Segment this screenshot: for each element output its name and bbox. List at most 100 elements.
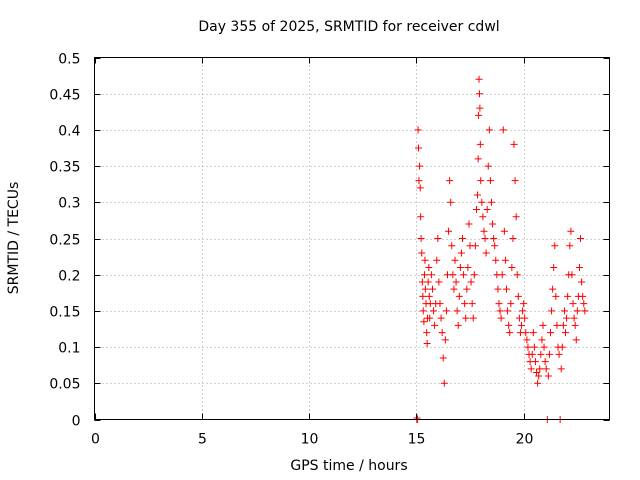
data-point bbox=[435, 278, 443, 286]
data-point bbox=[425, 263, 433, 271]
data-point bbox=[573, 307, 581, 315]
data-point bbox=[456, 263, 464, 271]
data-point bbox=[575, 263, 583, 271]
data-point bbox=[449, 271, 457, 279]
data-point bbox=[577, 235, 585, 242]
data-point bbox=[549, 285, 557, 293]
data-point bbox=[418, 249, 426, 257]
data-point bbox=[419, 292, 427, 300]
data-point bbox=[546, 329, 554, 337]
data-point bbox=[463, 285, 471, 293]
data-point bbox=[430, 307, 438, 315]
data-point bbox=[423, 339, 431, 347]
data-point bbox=[484, 162, 492, 170]
data-point bbox=[438, 329, 446, 337]
data-point bbox=[447, 198, 455, 206]
data-point bbox=[509, 235, 517, 242]
data-point bbox=[518, 321, 526, 329]
data-point bbox=[448, 242, 456, 250]
data-point bbox=[512, 213, 520, 221]
data-point bbox=[562, 329, 570, 337]
data-point bbox=[485, 126, 493, 134]
data-point bbox=[536, 365, 544, 373]
data-point bbox=[417, 235, 425, 242]
data-point bbox=[524, 343, 532, 351]
data-point bbox=[513, 271, 521, 279]
data-point bbox=[415, 144, 423, 152]
data-point bbox=[425, 292, 433, 300]
data-point bbox=[555, 350, 563, 358]
data-point bbox=[527, 365, 535, 373]
data-point bbox=[416, 162, 424, 170]
data-point bbox=[550, 263, 558, 271]
data-point bbox=[474, 155, 482, 163]
data-point bbox=[453, 307, 461, 315]
y-tick-label: 0.4 bbox=[58, 124, 80, 140]
data-point bbox=[451, 256, 459, 264]
data-point bbox=[468, 300, 476, 308]
data-point bbox=[426, 314, 434, 322]
data-point bbox=[557, 365, 565, 373]
data-point bbox=[462, 314, 470, 322]
data-point bbox=[571, 321, 579, 329]
data-point bbox=[486, 177, 494, 185]
x-tick-label: 15 bbox=[408, 432, 426, 448]
data-point bbox=[423, 329, 431, 337]
data-point bbox=[483, 206, 491, 214]
data-point bbox=[538, 336, 546, 344]
y-tick-label: 0.35 bbox=[49, 160, 80, 176]
data-point bbox=[579, 292, 587, 300]
y-tick-label: 0.05 bbox=[49, 377, 80, 393]
grid bbox=[94, 57, 610, 420]
data-point bbox=[551, 242, 559, 250]
data-point bbox=[511, 177, 519, 185]
data-point bbox=[475, 75, 483, 83]
data-point bbox=[567, 227, 575, 235]
data-point bbox=[467, 278, 475, 286]
plot-frame bbox=[94, 57, 610, 420]
data-point bbox=[560, 307, 568, 315]
data-point bbox=[578, 278, 586, 286]
data-point bbox=[415, 177, 423, 185]
data-point bbox=[460, 271, 468, 279]
data-point bbox=[566, 242, 574, 250]
data-point bbox=[534, 379, 542, 387]
data-point bbox=[568, 271, 576, 279]
data-point bbox=[454, 321, 462, 329]
data-point bbox=[495, 300, 503, 308]
data-point bbox=[533, 368, 541, 376]
chart-title: Day 355 of 2025, SRMTID for receiver cdw… bbox=[198, 19, 499, 35]
data-point bbox=[537, 350, 545, 358]
data-point bbox=[529, 329, 537, 337]
data-point bbox=[563, 314, 571, 322]
data-point bbox=[503, 285, 510, 293]
x-tick-label: 10 bbox=[301, 432, 319, 448]
y-axis-ticks: 0 0.05 0.1 0.15 0.2 0.25 0.3 0.35 0.4 0.45 0.5 bbox=[49, 52, 610, 430]
data-point bbox=[489, 220, 497, 228]
x-axis-ticks: 0 5 10 15 20 bbox=[91, 57, 533, 448]
data-point bbox=[545, 350, 553, 358]
data-point bbox=[428, 285, 436, 293]
data-point bbox=[553, 321, 561, 329]
data-point bbox=[472, 206, 480, 214]
y-tick-label: 0.45 bbox=[49, 88, 80, 104]
data-point bbox=[564, 292, 572, 300]
data-point bbox=[505, 321, 513, 329]
data-point bbox=[519, 307, 527, 315]
data-point bbox=[499, 126, 507, 134]
data-point bbox=[457, 249, 465, 257]
data-point bbox=[530, 343, 538, 351]
data-point bbox=[476, 140, 484, 148]
data-point bbox=[419, 307, 427, 315]
data-point bbox=[523, 336, 531, 344]
data-point bbox=[475, 111, 483, 119]
data-point bbox=[440, 379, 448, 387]
y-tick-label: 0.25 bbox=[49, 233, 80, 249]
x-tick-label: 0 bbox=[91, 432, 100, 448]
x-axis-label: GPS time / hours bbox=[290, 458, 407, 474]
data-point bbox=[421, 271, 429, 279]
data-points bbox=[413, 75, 589, 423]
data-point bbox=[510, 140, 518, 148]
data-point bbox=[431, 321, 439, 329]
y-tick-label: 0 bbox=[72, 414, 81, 430]
